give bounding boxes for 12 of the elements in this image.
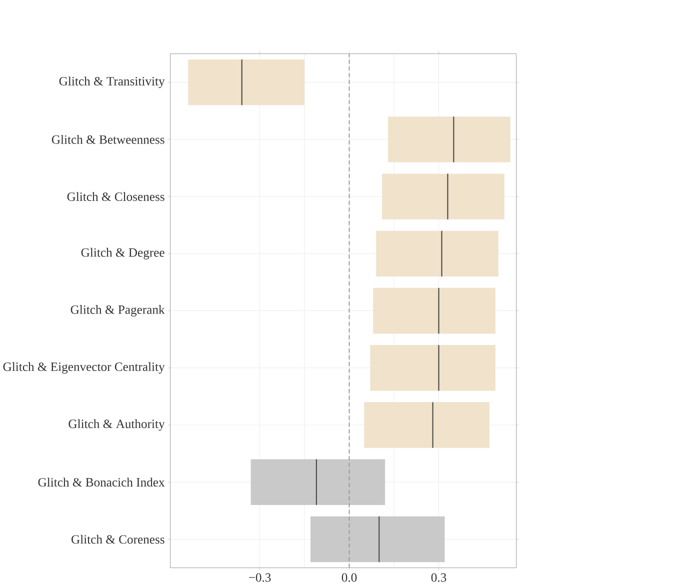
x-tick-label: 0.0 — [342, 573, 357, 582]
y-tick-label: Glitch & Bonacich Index — [38, 478, 165, 487]
y-tick-label: Glitch & Transitivity — [59, 76, 165, 88]
y-tick-label: Glitch & Coreness — [72, 535, 164, 544]
y-tick-label: Glitch & Authority — [68, 419, 165, 431]
x-tick-label: −0.3 — [248, 573, 271, 582]
y-tick-label: Glitch & Closeness — [67, 192, 164, 202]
x-tick-label: 0.3 — [431, 573, 446, 582]
y-tick-label: Glitch & Eigenvector Centrality — [3, 362, 165, 374]
y-tick-label: Glitch & Degree — [81, 248, 164, 260]
y-tick-label: Glitch & Pagerank — [70, 305, 165, 317]
y-tick-label: Glitch & Betweenness — [52, 135, 164, 144]
